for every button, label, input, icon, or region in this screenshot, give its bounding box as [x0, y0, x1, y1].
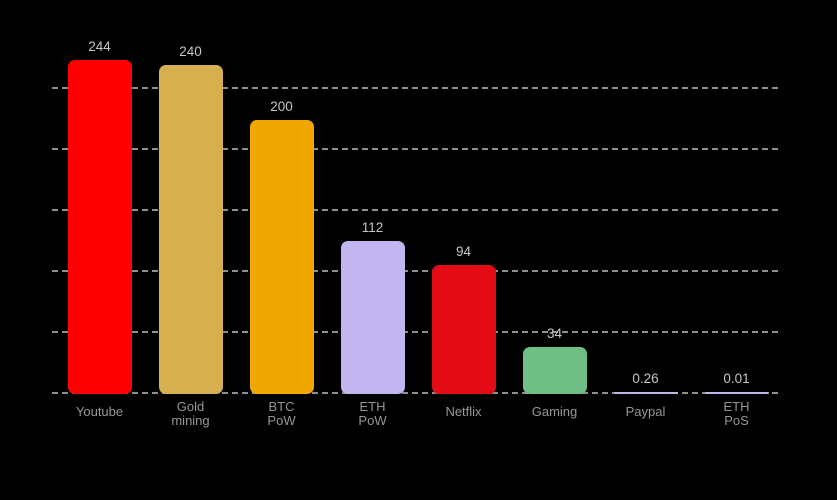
value-label-eth-pow: 112	[361, 219, 384, 235]
bar-paypal	[613, 391, 678, 394]
bar-btc-pow	[249, 120, 314, 394]
category-label-youtube: Youtube	[75, 404, 124, 419]
bar-gaming	[522, 347, 587, 394]
value-label-btc-pow: 200	[270, 99, 293, 115]
bar-netflix	[431, 265, 496, 394]
value-label-gold-mining: 240	[179, 44, 202, 60]
bar-gold-mining	[158, 65, 223, 394]
category-label-eth-pos: ETH PoS	[723, 399, 750, 428]
bar-eth-pos	[704, 391, 769, 394]
category-label-netflix: Netflix	[445, 404, 482, 419]
category-label-paypal: Paypal	[625, 404, 666, 419]
value-label-eth-pos: 0.01	[723, 370, 750, 386]
gridline	[52, 209, 782, 211]
value-label-gaming: 34	[546, 326, 563, 342]
value-label-youtube: 244	[88, 39, 111, 54]
bar-youtube	[67, 60, 132, 394]
gridline	[52, 392, 782, 394]
bar-eth-pow	[340, 240, 405, 394]
category-label-eth-pow: ETH PoW	[358, 399, 387, 428]
category-label-btc-pow: BTC PoW	[267, 399, 296, 428]
value-label-netflix: 94	[455, 244, 472, 260]
gridline	[52, 270, 782, 272]
category-label-gold-mining: Gold mining	[171, 399, 210, 428]
value-label-paypal: 0.26	[632, 370, 659, 386]
category-label-gaming: Gaming	[531, 404, 578, 419]
gridline	[52, 148, 782, 150]
gridline	[52, 87, 782, 89]
gridline	[52, 331, 782, 333]
